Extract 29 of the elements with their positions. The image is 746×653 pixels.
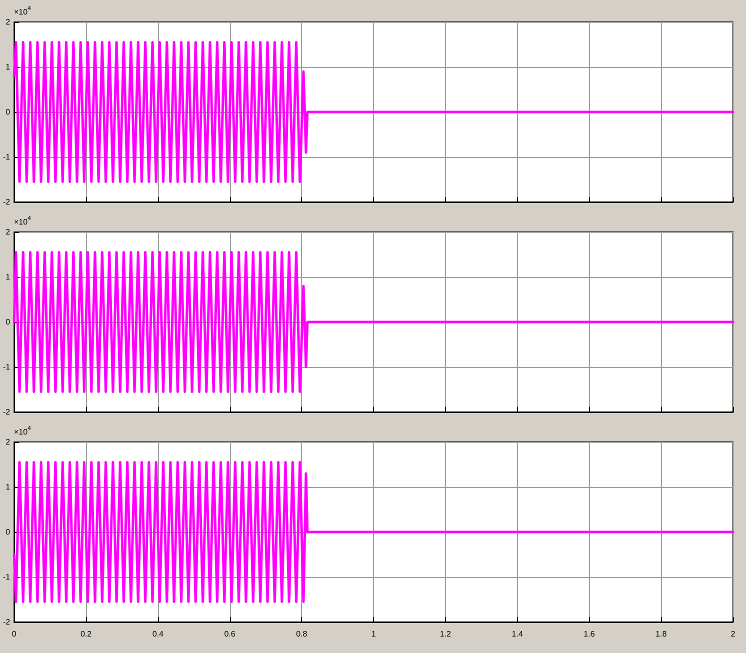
x-tick-label: 0	[12, 630, 17, 638]
y-tick-label: -2	[2, 618, 11, 626]
y-tick-label: 2	[6, 228, 11, 236]
x-tick-label: 0.4	[152, 630, 164, 638]
x-tick-label: 1.8	[656, 630, 668, 638]
y-tick-label: 2	[6, 18, 11, 26]
y-tick-label: 0	[6, 108, 11, 116]
y-tick-label: 1	[6, 62, 11, 72]
x-tick-label: 1.6	[584, 630, 596, 638]
x-tick-label: 0.8	[296, 630, 308, 638]
y-tick-label: 0	[6, 318, 11, 326]
y-tick-label: 0	[6, 528, 11, 536]
y-tick-label: 1	[6, 482, 11, 492]
x-tick-label: 1.2	[440, 630, 452, 638]
y-tick-label: -1	[2, 572, 11, 582]
y-tick-label: 2	[6, 438, 11, 446]
x-tick-label: 1	[371, 630, 376, 638]
x-tick-label: 0.2	[80, 630, 92, 638]
y-tick-label: 1	[6, 272, 11, 282]
y-tick-label: -2	[2, 408, 11, 416]
x-tick-label: 2	[730, 630, 736, 638]
line-series	[12, 251, 734, 393]
y-tick-label: -1	[2, 362, 11, 372]
line-series	[12, 41, 734, 183]
x-tick-label: 1.4	[512, 630, 524, 638]
y-tick-label: -2	[2, 198, 11, 206]
line-series	[12, 461, 734, 603]
x-tick-label: 0.6	[224, 630, 236, 638]
y-tick-label: -1	[2, 152, 11, 162]
